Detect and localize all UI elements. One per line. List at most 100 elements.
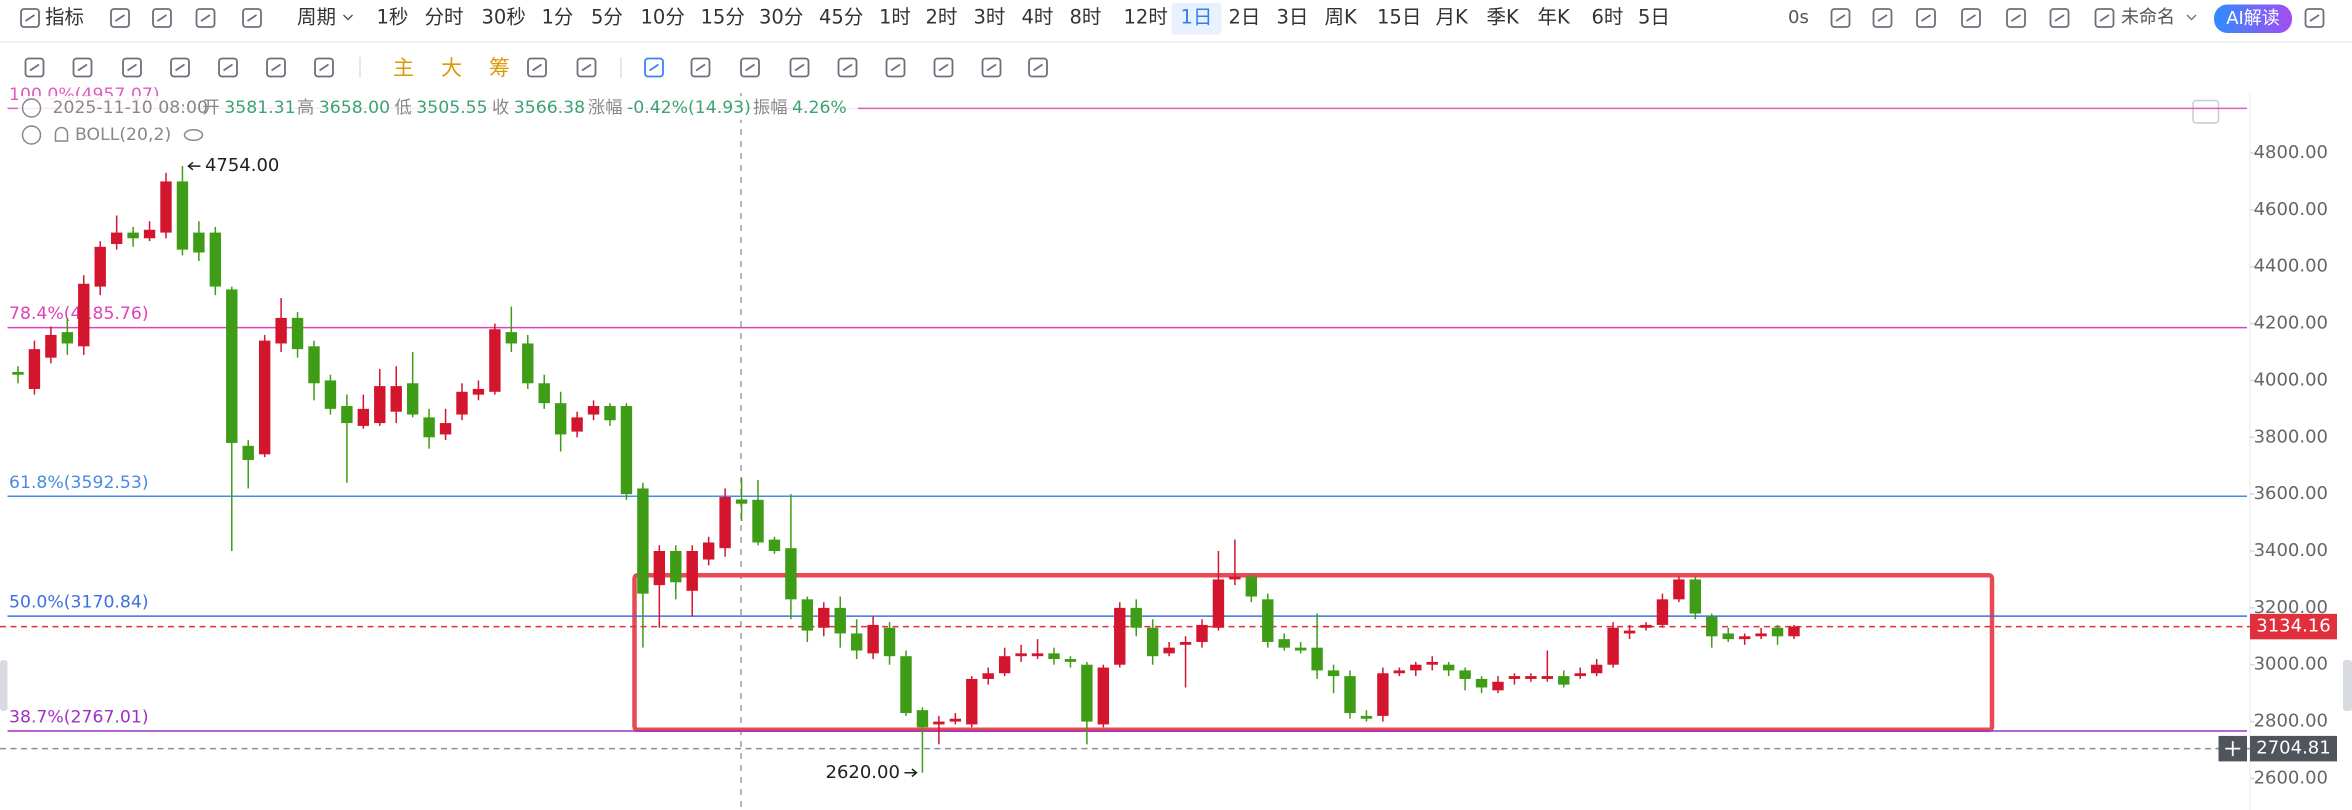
candle-body: [324, 380, 337, 409]
interval-button[interactable]: 15日: [1377, 6, 1421, 29]
interval-button[interactable]: 30秒: [482, 6, 526, 29]
candle-body: [1492, 681, 1504, 691]
layout-name[interactable]: 未命名: [2121, 7, 2175, 28]
candle-body: [587, 406, 600, 415]
tool-icon[interactable]: [837, 57, 858, 78]
tool-icon[interactable]: [885, 57, 906, 78]
cursor-price-label: 2704.81: [2256, 738, 2330, 759]
period-button[interactable]: 周期: [297, 6, 336, 29]
candle-body: [1278, 639, 1290, 648]
tool-icon[interactable]: [314, 57, 334, 78]
tool-icon[interactable]: [1830, 8, 1851, 28]
tool-icon-stroke: [745, 63, 755, 72]
candle-body: [1410, 664, 1422, 671]
left-collapse-tab[interactable]: [0, 660, 8, 711]
candle-body: [1475, 678, 1488, 688]
annotation-arrow: [904, 768, 918, 778]
interval-button[interactable]: 5分: [591, 6, 623, 29]
overlay-button[interactable]: 主: [393, 56, 414, 80]
y-tick-label: 3200.00: [2254, 597, 2328, 618]
tool-icon[interactable]: [576, 57, 597, 78]
visibility-icon[interactable]: [183, 129, 204, 141]
tool-icon[interactable]: [644, 57, 664, 78]
tool-icon[interactable]: [981, 57, 1002, 78]
interval-button[interactable]: 15分: [701, 6, 745, 29]
interval-button[interactable]: 周K: [1325, 6, 1359, 29]
candle-body: [1245, 576, 1258, 597]
candle-body: [1064, 659, 1077, 662]
tool-icon[interactable]: [2094, 8, 2115, 28]
y-tick-label: 4200.00: [2254, 313, 2328, 334]
tool-icon[interactable]: [690, 57, 711, 78]
tool-icon[interactable]: [2304, 8, 2325, 28]
interval-button[interactable]: 10分: [641, 6, 685, 29]
tool-icon[interactable]: [20, 8, 40, 28]
tool-icon[interactable]: [1916, 8, 1936, 28]
collapse-icon[interactable]: [21, 125, 42, 145]
interval-button[interactable]: 8时: [1070, 6, 1102, 29]
candle-body: [1673, 579, 1685, 600]
candle-body: [1081, 664, 1093, 722]
interval-button[interactable]: 45分: [819, 6, 863, 29]
right-collapse-tab[interactable]: [2343, 660, 2352, 711]
overlay-button[interactable]: 大: [441, 56, 462, 80]
interval-button[interactable]: 4时: [1022, 6, 1054, 29]
interval-button[interactable]: 12时: [1124, 6, 1168, 29]
tool-icon-stroke: [581, 63, 592, 72]
interval-button[interactable]: 3时: [974, 6, 1006, 29]
ai-button[interactable]: AI解读: [2226, 8, 2280, 29]
overlay-button[interactable]: 筹: [489, 56, 510, 80]
interval-button[interactable]: 5日: [1638, 6, 1670, 29]
interval-button[interactable]: 季K: [1487, 6, 1521, 29]
tool-icon[interactable]: [266, 57, 286, 78]
tool-icon[interactable]: [110, 8, 130, 28]
tool-icon[interactable]: [242, 8, 262, 28]
indicator-label: BOLL(20,2): [75, 125, 171, 145]
tool-icon[interactable]: [933, 57, 954, 78]
tool-icon[interactable]: [1872, 8, 1893, 28]
ai-button-bg[interactable]: [2214, 4, 2292, 34]
candle-body: [1607, 627, 1619, 665]
alert-icon[interactable]: [54, 126, 69, 142]
interval-button[interactable]: 分时: [425, 6, 464, 29]
interval-button[interactable]: 年K: [1538, 6, 1572, 29]
interval-button[interactable]: 1日: [1181, 6, 1213, 29]
expand-button[interactable]: [2192, 99, 2220, 124]
tool-icon[interactable]: [72, 57, 93, 78]
candle-body: [258, 340, 271, 455]
collapse-icon[interactable]: [21, 98, 42, 118]
range-box-drawing[interactable]: [632, 573, 1995, 732]
interval-button[interactable]: 2时: [926, 6, 958, 29]
tool-icon[interactable]: [170, 57, 190, 78]
tool-icon[interactable]: [24, 57, 45, 78]
interval-button[interactable]: 月K: [1436, 6, 1470, 29]
interval-button[interactable]: 1秒: [377, 6, 409, 29]
tool-icon[interactable]: [152, 8, 172, 28]
crosshair-field-value: -0.42%(14.93): [627, 98, 751, 118]
interval-button[interactable]: 1时: [879, 6, 911, 29]
interval-button[interactable]: 6时: [1592, 6, 1624, 29]
interval-button[interactable]: 30分: [759, 6, 803, 29]
tool-icon[interactable]: [195, 8, 216, 28]
indicators-button[interactable]: 指标: [45, 6, 84, 29]
interval-button[interactable]: 3日: [1277, 6, 1309, 29]
interval-button[interactable]: 1分: [542, 6, 574, 29]
tool-icon[interactable]: [122, 57, 142, 78]
tool-icon[interactable]: [527, 57, 547, 78]
interval-button[interactable]: 2日: [1229, 6, 1261, 29]
candle-body: [604, 406, 616, 421]
tool-icon[interactable]: [740, 57, 760, 78]
tool-icon-stroke: [1921, 14, 1931, 22]
tool-icon[interactable]: [2006, 8, 2026, 28]
candle-body: [390, 386, 402, 412]
candle-body: [1130, 607, 1142, 628]
tool-icon[interactable]: [1028, 57, 1048, 78]
tool-icon[interactable]: [218, 57, 238, 78]
crosshair-field-value: 3566.38: [514, 98, 585, 118]
tool-icon-stroke: [25, 14, 35, 22]
tool-icon[interactable]: [1961, 8, 1981, 28]
tool-icon[interactable]: [2049, 8, 2070, 28]
candle-body: [1146, 627, 1159, 657]
tool-icon[interactable]: [789, 57, 810, 78]
